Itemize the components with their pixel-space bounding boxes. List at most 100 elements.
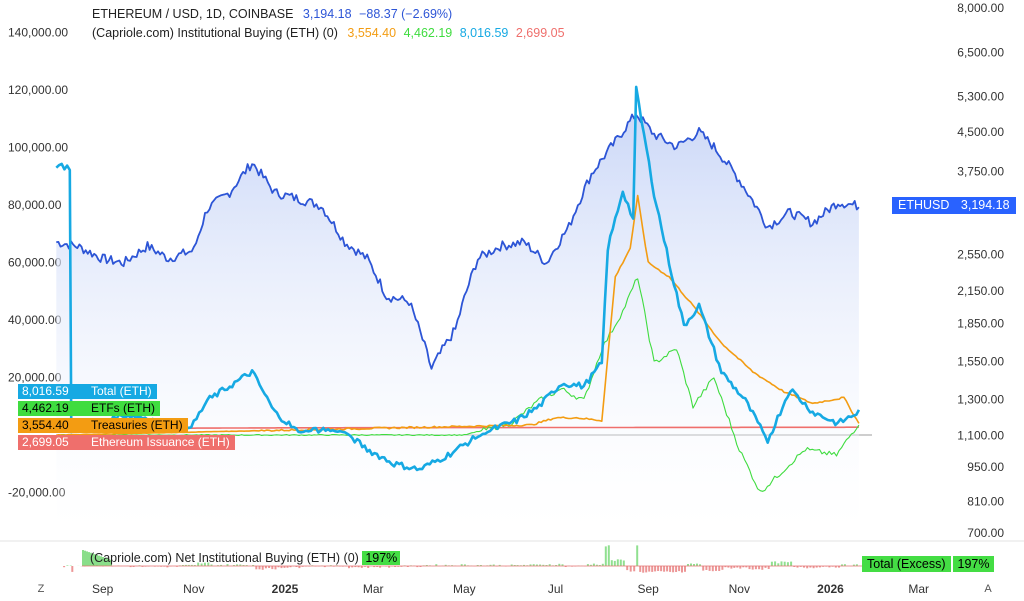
net-bar [639, 566, 642, 572]
net-bar [301, 566, 304, 567]
net-bar [616, 559, 619, 566]
right-axis-tick: 2,550.00 [957, 247, 1004, 261]
net-bar [777, 563, 780, 566]
net-bar [742, 566, 745, 568]
net-label-text: (Capriole.com) Net Institutional Buying … [90, 551, 359, 565]
net-bar [348, 566, 350, 569]
right-axis-tick: 3,750.00 [957, 164, 1004, 178]
left-axis-tick: 20,000.00 [8, 371, 62, 385]
total-line [55, 85, 861, 472]
indicator-value-issuance: 2,699.05 [515, 26, 565, 40]
net-bar [535, 564, 538, 566]
net-bar [367, 566, 370, 568]
net-bar [90, 552, 92, 566]
net-bar [166, 566, 169, 568]
indicator-label: (Capriole.com) Institutional Buying (ETH… [92, 26, 338, 40]
eth-usd-series [56, 113, 860, 533]
right-axis-tick: 5,300.00 [957, 90, 1004, 104]
excess-name: Total (Excess) [862, 556, 951, 572]
eth-usd-area [56, 114, 859, 533]
net-bar [220, 564, 223, 566]
right-axis-tick: 1,100.00 [957, 429, 1004, 443]
net-bar [796, 566, 799, 568]
net-bar [815, 566, 818, 568]
net-bar [822, 566, 825, 567]
net-bar [754, 566, 757, 570]
net-bar [479, 565, 482, 566]
auto-scale-button[interactable]: A [984, 583, 992, 595]
net-bar [280, 566, 283, 569]
net-bar [406, 566, 409, 567]
net-bar [629, 566, 632, 572]
net-bar [435, 564, 438, 566]
net-bar [764, 566, 767, 568]
net-bar [86, 551, 88, 566]
net-bar [604, 546, 607, 566]
net-bar [258, 566, 261, 570]
net-bar [489, 564, 492, 566]
net-bar [210, 564, 213, 566]
net-bar [711, 566, 714, 572]
x-axis-tick: Mar [363, 582, 384, 596]
left-axis: 140,000.00 120,000.00 100,000.00 80,000.00 6… [8, 26, 68, 500]
net-bar [492, 564, 495, 566]
net-institutional-bars [63, 545, 872, 573]
legend-total-name: Total (ETH) [86, 384, 157, 399]
legend-etfs[interactable]: 4,462.19 ETFs (ETH) [18, 401, 160, 416]
left-axis-tick: 120,000.00 [8, 83, 68, 97]
net-bar [669, 566, 672, 572]
net-bar [226, 564, 229, 566]
net-bar [736, 566, 739, 568]
net-bar [793, 566, 796, 567]
net-bar [675, 566, 678, 572]
net-bar [106, 558, 108, 566]
net-bar [693, 564, 695, 566]
legend-total-value: 8,016.59 [18, 384, 86, 399]
left-axis-tick: 140,000.00 [8, 26, 68, 40]
symbol-label: ETHEREUM / USD, 1D, COINBASE [92, 7, 294, 21]
net-bar [633, 566, 636, 572]
net-bar [626, 566, 629, 571]
indicator-value-etfs: 4,462.19 [403, 26, 453, 40]
net-bar [838, 566, 840, 568]
net-bar [595, 564, 598, 566]
net-bar [718, 566, 721, 571]
excess-pct: 197% [952, 556, 995, 572]
net-bar [181, 565, 184, 566]
net-bar [548, 564, 551, 566]
x-axis-tick: Jul [548, 582, 563, 596]
net-bar [651, 566, 654, 572]
net-bar [286, 566, 289, 568]
net-bar [561, 564, 564, 566]
net-bar [351, 566, 354, 568]
net-bar [699, 564, 701, 566]
legend-total[interactable]: 8,016.59 Total (ETH) [18, 384, 157, 399]
net-bar [555, 565, 558, 566]
net-bar [364, 566, 366, 567]
net-bar [388, 566, 391, 568]
net-bar [283, 566, 286, 568]
right-axis-tick: 1,550.00 [957, 355, 1004, 369]
net-bar [200, 563, 203, 566]
total-excess-label: Total (Excess) 197% [862, 556, 995, 572]
net-bar [323, 566, 326, 568]
net-bar [516, 565, 519, 566]
net-bar [678, 566, 681, 572]
ethusd-price-label: ETHUSD 3,194.18 [892, 197, 1016, 214]
right-axis-tick: 1,850.00 [957, 317, 1004, 331]
x-axis-tick: May [453, 582, 476, 596]
net-bar [806, 566, 809, 569]
net-bar [419, 566, 422, 567]
net-bar [841, 564, 843, 566]
net-bar [129, 566, 132, 568]
legend-treasuries[interactable]: 3,554.40 Treasuries (ETH) [18, 418, 188, 433]
net-bar [529, 564, 532, 566]
right-axis-tick: 6,500.00 [957, 46, 1004, 60]
x-axis-tick: Sep [92, 582, 114, 596]
zoom-reset-button[interactable]: Z [37, 583, 45, 595]
legend-issuance[interactable]: 2,699.05 Ethereum Issuance (ETH) [18, 435, 235, 450]
right-axis-tick: 8,000.00 [957, 1, 1004, 15]
legend-issuance-value: 2,699.05 [18, 435, 86, 450]
net-bar [666, 566, 669, 572]
net-bar [242, 565, 245, 566]
